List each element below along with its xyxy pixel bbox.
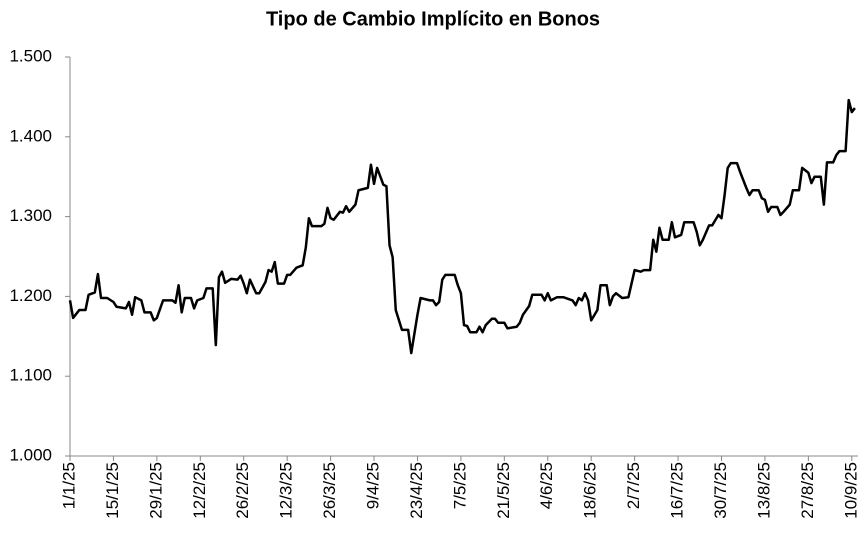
- y-tick-label: 1.000: [9, 445, 52, 464]
- y-tick-label: 1.100: [9, 366, 52, 385]
- x-tick-label: 21/5/25: [494, 462, 513, 519]
- y-tick-label: 1.400: [9, 126, 52, 145]
- line: [68, 98, 856, 355]
- x-tick-label: 18/6/25: [581, 462, 600, 519]
- x-tick-label: 1/1/25: [59, 462, 78, 509]
- x-tick-label: 9/4/25: [364, 462, 383, 509]
- x-tick-label: 27/8/25: [798, 462, 817, 519]
- x-tick-label: 7/5/25: [450, 462, 469, 509]
- x-tick-label: 26/2/25: [233, 462, 252, 519]
- y-tick-label: 1.500: [9, 46, 52, 65]
- x-tick-label: 10/9/25: [841, 462, 860, 519]
- x-tick-label: 23/4/25: [407, 462, 426, 519]
- x-tick-label: 4/6/25: [537, 462, 556, 509]
- y-tick-label: 1.200: [9, 286, 52, 305]
- x-tick-label: 26/3/25: [320, 462, 339, 519]
- x-tick-label: 12/2/25: [190, 462, 209, 519]
- x-tick-label: 15/1/25: [103, 462, 122, 519]
- x-tick-label: 30/7/25: [711, 462, 730, 519]
- chart-title: Tipo de Cambio Implícito en Bonos: [266, 8, 600, 30]
- x-tick-label: 2/7/25: [624, 462, 643, 509]
- x-tick-label: 12/3/25: [277, 462, 296, 519]
- y-tick-label: 1.300: [9, 206, 52, 225]
- x-tick-label: 29/1/25: [146, 462, 165, 519]
- x-tick-label: 16/7/25: [668, 462, 687, 519]
- x-tick-label: 13/8/25: [754, 462, 773, 519]
